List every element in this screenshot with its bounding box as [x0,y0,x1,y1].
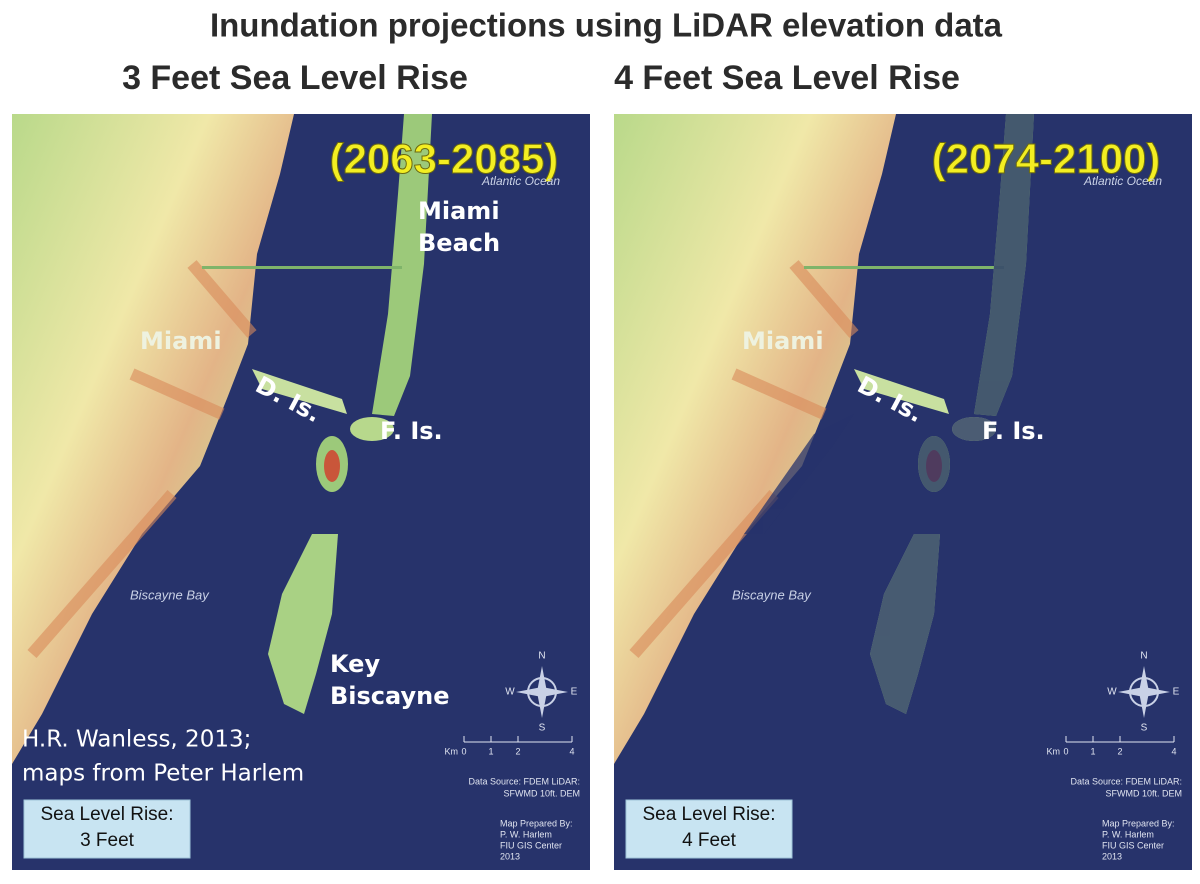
prepared-text: 2013 [500,851,520,861]
place-label: Miami [742,327,824,355]
prepared-text: 2013 [1102,851,1122,861]
prepared-text: Map Prepared By: [500,818,573,828]
place-label: Biscayne [330,682,450,710]
credit-text: maps from Peter Harlem [22,761,304,787]
source-text: SFWMD 10ft. DEM [503,788,580,798]
source-text: Data Source: FDEM LiDAR: [468,776,580,786]
place-label: F. Is. [380,417,443,445]
legend-text: 4 Feet [682,830,737,851]
place-label: Miami [140,327,222,355]
compass-letter: N [538,651,545,662]
compass-letter: W [1107,687,1117,698]
legend-text: Sea Level Rise: [40,804,173,825]
legend-box [23,799,191,859]
period-label: (2063-2085) [330,135,559,182]
map-panel: (2063-2085)Atlantic Ocean Miami Beach Miami… [12,114,590,870]
legend-box [625,799,793,859]
source-text: SFWMD 10ft. DEM [1105,788,1182,798]
compass-letter: E [571,687,578,698]
legend-text: 3 Feet [80,830,135,851]
compass-rose [516,687,568,697]
scale-label: 1 [488,746,493,756]
source-text: Data Source: FDEM LiDAR: [1070,776,1182,786]
legend-text: Sea Level Rise: [642,804,775,825]
prepared-text: FIU GIS Center [1102,840,1164,850]
scale-label: 2 [515,746,520,756]
scale-label: 2 [1117,746,1122,756]
place-label: Beach [418,229,500,257]
scale-label: 0 [1063,746,1068,756]
water-label: Biscayne Bay [130,587,210,602]
compass-letter: W [505,687,515,698]
panel-heading: 3 Feet Sea Level Rise [122,59,468,97]
prepared-text: Map Prepared By: [1102,818,1175,828]
compass-rose [1118,687,1170,697]
prepared-text: P. W. Harlem [1102,829,1154,839]
place-label: Miami [418,197,500,225]
scale-unit: Km [1047,746,1061,756]
slide-title: Inundation projections using LiDAR eleva… [210,7,1003,44]
compass-letter: E [1173,687,1180,698]
prepared-text: P. W. Harlem [500,829,552,839]
panel-heading: 4 Feet Sea Level Rise [614,59,960,97]
scale-label: 0 [461,746,466,756]
compass-letter: N [1140,651,1147,662]
compass-letter: S [539,723,546,734]
scale-unit: Km [445,746,459,756]
compass-letter: S [1141,723,1148,734]
place-label: F. Is. [982,417,1045,445]
credit-text: H.R. Wanless, 2013; [22,727,251,753]
ocean-label: Atlantic Ocean [481,174,560,188]
scale-label: 4 [569,746,574,756]
period-label: (2074-2100) [932,135,1161,182]
water-label: Biscayne Bay [732,587,812,602]
place-label: Key [330,650,380,678]
prepared-text: FIU GIS Center [500,840,562,850]
scale-label: 1 [1090,746,1095,756]
scale-label: 4 [1171,746,1176,756]
ocean-label: Atlantic Ocean [1083,174,1162,188]
